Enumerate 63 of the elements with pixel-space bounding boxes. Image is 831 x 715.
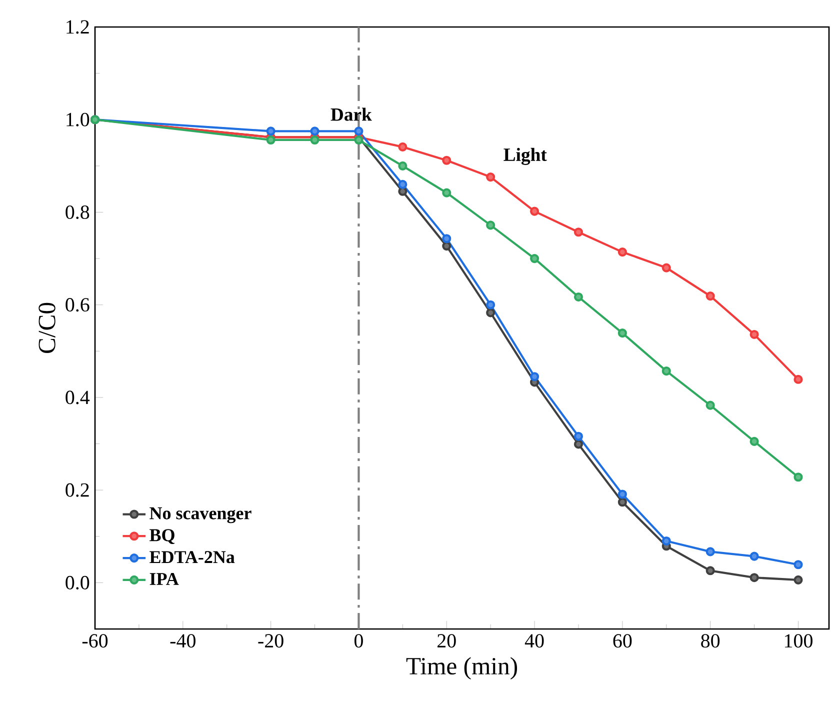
- point: [794, 472, 803, 482]
- point: [618, 248, 627, 257]
- point: [618, 490, 627, 499]
- point: [486, 300, 496, 310]
- point: [574, 432, 584, 441]
- annotation: Light: [504, 148, 547, 165]
- point: [750, 330, 759, 340]
- point: [618, 328, 627, 338]
- point: [750, 436, 759, 446]
- point: [706, 400, 715, 410]
- x-tick-label: 40: [524, 634, 544, 648]
- point: [442, 234, 452, 244]
- point: [530, 372, 540, 382]
- point: [486, 172, 496, 182]
- point: [530, 254, 540, 264]
- point: [706, 292, 715, 301]
- point: [794, 560, 803, 570]
- x-tick-label: -20: [258, 634, 284, 648]
- y-axis-title: C/C0: [38, 302, 56, 354]
- point: [442, 156, 452, 165]
- y-tick-label: 1.0: [66, 112, 90, 126]
- point: [706, 566, 715, 576]
- point: [618, 498, 627, 507]
- legend-label: No scavenger: [150, 507, 252, 524]
- point: [706, 547, 715, 556]
- point: [574, 292, 584, 302]
- legend-label: IPA: [150, 573, 179, 585]
- point: [662, 366, 671, 376]
- point: [794, 374, 803, 384]
- point: [442, 188, 452, 198]
- point: [750, 552, 759, 561]
- y-tick-label: 0.8: [66, 205, 90, 220]
- x-axis-title: Time (min): [406, 657, 518, 680]
- point: [574, 440, 584, 449]
- x-tick-label: -40: [170, 634, 196, 648]
- point: [486, 220, 496, 230]
- point: [574, 228, 584, 237]
- point: [442, 241, 452, 251]
- legend-label: EDTA-2Na: [150, 551, 235, 564]
- x-tick-label: 0: [354, 634, 363, 648]
- y-tick-label: 0.6: [66, 298, 90, 312]
- point: [486, 308, 496, 318]
- x-tick-label: 100: [785, 634, 812, 648]
- point: [310, 135, 320, 145]
- point: [530, 206, 540, 216]
- point: [398, 180, 408, 189]
- x-tick-label: -60: [82, 634, 108, 648]
- point: [662, 536, 671, 546]
- point: [794, 575, 803, 584]
- point: [398, 161, 408, 170]
- x-tick-label: 60: [613, 634, 632, 648]
- annotation: Dark: [330, 108, 372, 121]
- y-tick-label: 0.2: [66, 483, 89, 497]
- point: [662, 263, 671, 272]
- y-tick-label: 1.2: [66, 20, 89, 34]
- point: [398, 142, 408, 152]
- y-tick-label: 0.4: [66, 390, 90, 404]
- point: [750, 573, 759, 582]
- legend-label: BQ: [150, 529, 174, 544]
- y-tick-label: 0.0: [66, 576, 90, 590]
- x-tick-label: 20: [438, 634, 456, 648]
- x-tick-label: 80: [701, 634, 720, 648]
- point: [310, 126, 320, 136]
